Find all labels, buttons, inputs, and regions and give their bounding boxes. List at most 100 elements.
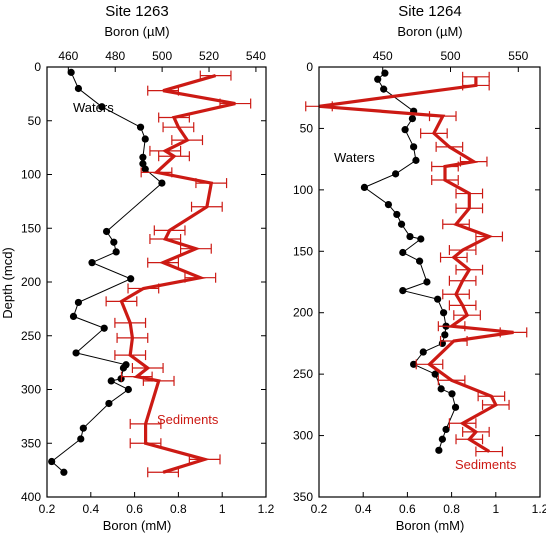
waters-data-point	[141, 135, 149, 143]
top-tick-label: 540	[246, 49, 266, 63]
waters-data-point	[408, 115, 417, 123]
waters-data-point	[451, 403, 460, 411]
top-tick-label: 460	[58, 49, 78, 63]
top-axis-label: Boron (µM)	[397, 24, 462, 39]
waters-data-point	[102, 227, 111, 236]
panel-title: Site 1264	[398, 3, 461, 20]
axis-ticks: 0.2 0.4 0.6 0.8 1 1.2 450 500 550 0 50 100 150 200 250…	[293, 49, 546, 516]
waters-data-point	[384, 201, 393, 209]
waters-data-point	[412, 156, 420, 164]
waters-data-point	[139, 153, 147, 161]
waters-data-point	[393, 210, 401, 219]
waters-data-point	[401, 126, 409, 134]
y-tick-label: 100	[21, 168, 41, 182]
waters-annotation: Waters	[334, 150, 375, 165]
waters-data-point	[158, 179, 166, 187]
waters-data-point	[105, 399, 113, 408]
plot-frame	[46, 66, 267, 498]
waters-data-point	[77, 435, 85, 443]
y-tick-label: 50	[300, 121, 314, 135]
waters-data-point	[423, 278, 431, 286]
y-tick-label: 300	[293, 429, 313, 443]
panel-site-1264: Site 1264 Boron (µM) Boron (mM) 0.2 0.4 0.…	[293, 3, 546, 533]
waters-data-point	[127, 275, 135, 283]
y-tick-label: 0	[306, 60, 313, 74]
waters-data-point	[74, 84, 83, 93]
waters-data-point	[141, 165, 149, 173]
y-tick-label: 250	[293, 367, 313, 381]
y-tick-label: 350	[21, 436, 41, 450]
bottom-tick-label: 1.2	[532, 502, 546, 516]
y-tick-label: 0	[34, 60, 41, 74]
panel-site-1263: Site 1263 Boron (µM) Boron (mM) Depth (m…	[0, 3, 275, 533]
waters-data-point	[397, 220, 406, 228]
waters-data-point	[374, 75, 382, 83]
bottom-tick-label: 0.2	[39, 502, 56, 516]
bottom-tick-label: 1.2	[258, 502, 275, 516]
waters-data-point	[112, 248, 120, 256]
axis-ticks: 0.2 0.4 0.6 0.8 1 1.2 460 480 500 520 540 0 50 100 150…	[21, 49, 275, 516]
panel-title: Site 1263	[105, 3, 168, 20]
waters-data-point	[110, 238, 118, 246]
waters-series-line	[363, 72, 457, 451]
waters-data-point	[69, 312, 78, 320]
waters-annotation: Waters	[73, 100, 114, 115]
waters-data-point	[72, 349, 80, 357]
waters-data-point	[410, 143, 418, 151]
waters-data-point	[79, 424, 87, 432]
y-axis-label: Depth (mcd)	[0, 247, 15, 319]
plot-frame	[318, 66, 541, 498]
waters-data-point	[360, 183, 369, 191]
plot-area	[48, 68, 252, 478]
waters-data-point	[442, 425, 450, 434]
bottom-tick-label: 0.8	[443, 502, 460, 516]
sediments-series-line	[119, 74, 236, 474]
waters-series-line	[50, 72, 163, 473]
top-tick-label: 450	[373, 49, 393, 63]
sediments-annotation: Sediments	[157, 412, 219, 427]
waters-data-point	[139, 160, 147, 168]
y-tick-label: 150	[21, 221, 41, 235]
top-tick-label: 500	[152, 49, 172, 63]
waters-data-point	[380, 85, 388, 93]
waters-data-point	[399, 287, 407, 295]
bottom-tick-label: 0.8	[170, 502, 187, 516]
bottom-tick-label: 0.6	[399, 502, 416, 516]
waters-data-point	[48, 457, 56, 466]
waters-data-point	[416, 257, 424, 265]
y-tick-label: 50	[28, 114, 42, 128]
sediments-series-line	[318, 76, 514, 453]
waters-data-point	[98, 103, 106, 111]
top-tick-label: 480	[105, 49, 125, 63]
bottom-tick-label: 1	[219, 502, 226, 516]
waters-data-point	[419, 348, 427, 356]
top-tick-label: 500	[440, 49, 460, 63]
bottom-tick-label: 0.2	[311, 502, 328, 516]
y-tick-label: 200	[293, 306, 313, 320]
waters-data-point	[435, 446, 443, 454]
waters-data-point	[441, 331, 449, 339]
bottom-tick-label: 0.4	[82, 502, 99, 516]
y-tick-label: 350	[293, 490, 313, 504]
waters-data-point	[67, 68, 75, 76]
top-axis-label: Boron (µM)	[104, 24, 169, 39]
y-tick-label: 250	[21, 329, 41, 343]
waters-data-point	[417, 235, 425, 243]
y-tick-label: 300	[21, 383, 41, 397]
waters-data-point	[119, 364, 128, 372]
bottom-tick-label: 0.6	[126, 502, 143, 516]
waters-data-point	[392, 170, 400, 178]
bottom-axis-label: Boron (mM)	[103, 518, 172, 533]
top-tick-label: 520	[199, 49, 219, 63]
bottom-tick-label: 0.4	[355, 502, 372, 516]
waters-data-point	[100, 324, 108, 332]
waters-data-point	[437, 385, 445, 393]
waters-data-point	[88, 259, 96, 267]
waters-data-point	[438, 435, 446, 443]
bottom-axis-label: Boron (mM)	[396, 518, 465, 533]
y-tick-label: 200	[21, 275, 41, 289]
y-tick-label: 100	[293, 183, 313, 197]
waters-data-point	[440, 309, 448, 317]
plot-area	[305, 69, 528, 457]
